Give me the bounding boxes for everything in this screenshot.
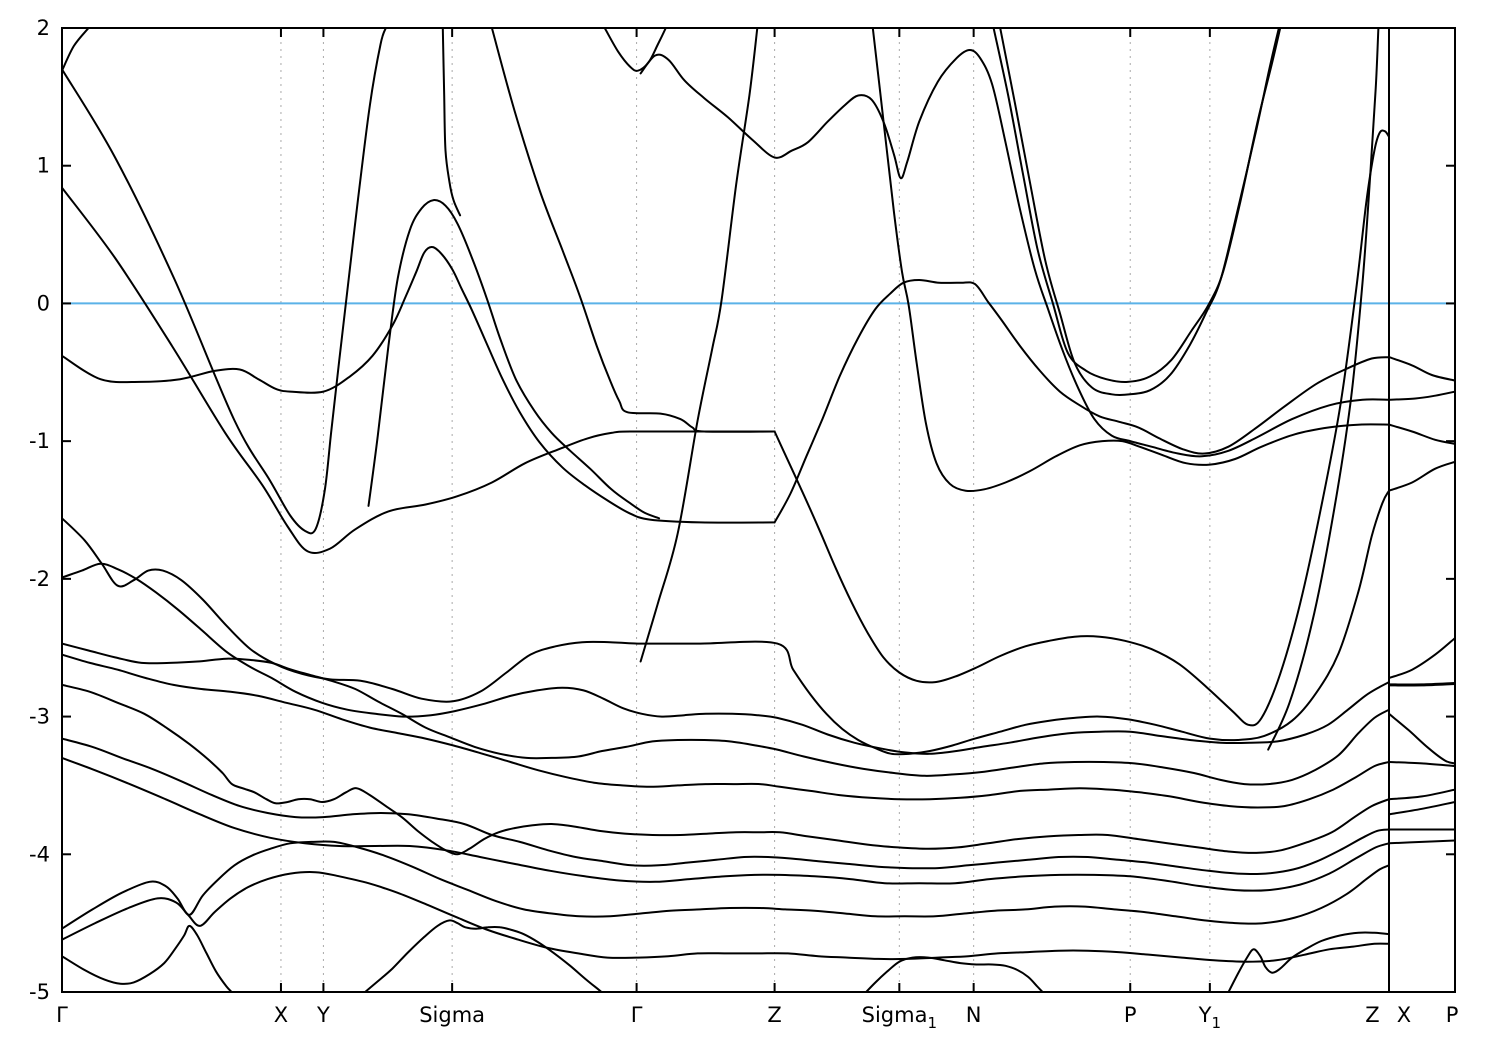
ytick-label-0: 0	[37, 291, 50, 315]
band-r9	[1389, 788, 1455, 801]
band-L3	[62, 642, 1389, 786]
right-panel-border	[1388, 27, 1456, 993]
xtick-label-N: N	[966, 1003, 982, 1027]
band-r10	[1389, 801, 1455, 816]
main-panel-border	[61, 27, 1390, 993]
xtick-label-Sigma1: Sigma1	[862, 1003, 937, 1032]
xtick-label-Y1: Y1	[1198, 1003, 1221, 1032]
band-L9	[62, 871, 1389, 963]
band-L4	[62, 653, 1389, 809]
xtick-label-Y: Y	[316, 1003, 330, 1027]
band-r3	[1389, 423, 1455, 445]
xtick-label-Sigma: Sigma	[419, 1003, 485, 1027]
band-r7	[1389, 712, 1455, 765]
ytick-label--2: -2	[29, 567, 50, 591]
xtick-label-Γ: Γ	[56, 1003, 68, 1027]
xtick-label-X: X	[1397, 1003, 1411, 1027]
band-b07	[639, 49, 1389, 458]
band-b10	[992, 28, 1282, 384]
band-r5	[1389, 637, 1455, 679]
ytick-label--1: -1	[29, 429, 50, 453]
bands-right	[1389, 356, 1455, 845]
band-L5	[62, 683, 1389, 856]
xtick-label-P: P	[1446, 1003, 1459, 1027]
band-r2up	[1267, 28, 1380, 751]
band-b08	[871, 28, 1389, 493]
band-L2	[62, 562, 1389, 755]
band-b11	[999, 28, 1280, 397]
band-b04	[62, 245, 776, 524]
band-b01	[62, 28, 90, 72]
band-b12	[773, 129, 1389, 727]
ytick-label--4: -4	[29, 842, 50, 866]
ytick-label--5: -5	[29, 980, 50, 1004]
band-b02	[62, 28, 387, 535]
band-L6	[62, 737, 1389, 876]
band-btx	[441, 28, 462, 217]
band-L10a	[62, 924, 234, 992]
band-r1	[1389, 356, 1455, 382]
band-b03	[62, 186, 776, 555]
band-bzup	[639, 28, 759, 663]
bands-main	[62, 28, 1389, 992]
band-r2	[1389, 390, 1455, 401]
band-r12	[1389, 839, 1455, 845]
band-r4	[1389, 460, 1455, 492]
xtick-label-X: X	[274, 1003, 288, 1027]
band-L10d	[1227, 931, 1389, 992]
band-L10c	[864, 956, 1045, 992]
band-L1	[62, 489, 1389, 756]
ytick-label-2: 2	[37, 16, 50, 40]
band-b06	[603, 28, 667, 72]
band-L10b	[363, 919, 603, 992]
band-b05	[367, 199, 661, 520]
xtick-label-P: P	[1124, 1003, 1137, 1027]
band-L8	[62, 840, 1389, 930]
xtick-label-Z: Z	[1365, 1003, 1379, 1027]
xtick-label-Z: Z	[767, 1003, 781, 1027]
band-r8	[1389, 761, 1455, 768]
xtick-label-Γ: Γ	[631, 1003, 643, 1027]
band-b09	[773, 279, 1389, 524]
band-t1	[490, 28, 776, 433]
ytick-label--3: -3	[29, 705, 50, 729]
band-r6	[1389, 682, 1455, 687]
band-L7	[62, 756, 1389, 892]
ytick-label-1: 1	[37, 154, 50, 178]
